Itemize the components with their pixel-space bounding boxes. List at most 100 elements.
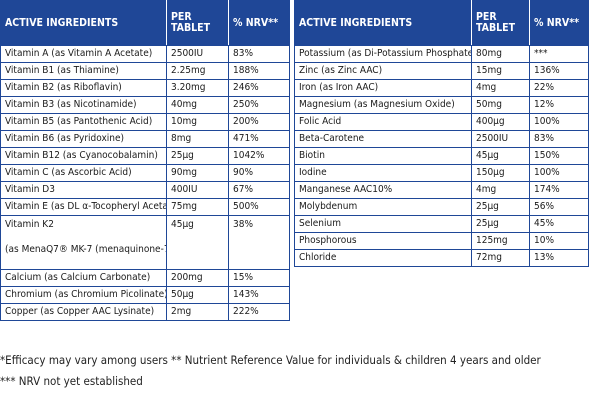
ingredient-name: Selenium — [294, 215, 472, 233]
ingredient-amount: 4mg — [471, 181, 530, 199]
table-row: Molybdenum 25µg 56% — [294, 198, 589, 216]
table-row: Beta-Carotene 2500IU 83% — [294, 130, 589, 148]
ingredient-nrv: 56% — [529, 198, 589, 216]
table-row: Copper (as Copper AAC Lysinate) 2mg 222% — [0, 303, 290, 321]
ingredient-nrv: 150% — [529, 147, 589, 165]
ingredient-name: Phosphorous — [294, 232, 472, 250]
ingredient-nrv: 188% — [228, 62, 290, 80]
table-row: Vitamin D3 400IU 67% — [0, 181, 290, 199]
ingredient-nrv: 222% — [228, 303, 290, 321]
ingredient-nrv: 13% — [529, 249, 589, 267]
ingredient-name: Vitamin D3 — [0, 181, 167, 199]
ingredient-name: Vitamin C (as Ascorbic Acid) — [0, 164, 167, 182]
ingredient-nrv: 174% — [529, 181, 589, 199]
ingredient-nrv: 500% — [228, 198, 290, 216]
table-row: Calcium (as Calcium Carbonate) 200mg 15% — [0, 269, 290, 287]
ingredient-name: Iodine — [294, 164, 472, 182]
ingredient-nrv: 67% — [228, 181, 290, 199]
ingredient-nrv: 136% — [529, 62, 589, 80]
ingredient-amount: 2500IU — [166, 45, 229, 63]
ingredient-amount: 2.25mg — [166, 62, 229, 80]
ingredient-amount: 125mg — [471, 232, 530, 250]
ingredient-name-line1: Vitamin K2 — [5, 219, 54, 230]
table-row: Vitamin B5 (as Pantothenic Acid) 10mg 200% — [0, 113, 290, 131]
right-ingredients-table: ACTIVE INGREDIENTS PER TABLET % NRV** Po… — [294, 0, 589, 267]
ingredient-nrv: 143% — [228, 286, 290, 304]
ingredient-name: Vitamin B1 (as Thiamine) — [0, 62, 167, 80]
ingredient-name: Vitamin A (as Vitamin A Acetate) — [0, 45, 167, 63]
ingredient-nrv: *** — [529, 45, 589, 63]
ingredient-amount: 10mg — [166, 113, 229, 131]
header-nrv: % NRV** — [228, 0, 290, 46]
ingredient-name: Vitamin E (as DL α-Tocopheryl Acetate) — [0, 198, 167, 216]
footnote-efficacy-nrv: *Efficacy may vary among users ** Nutrie… — [0, 353, 541, 367]
table-row: Potassium (as Di-Potassium Phosphate) 80m… — [294, 45, 589, 63]
ingredient-nrv: 471% — [228, 130, 290, 148]
ingredient-amount: 72mg — [471, 249, 530, 267]
ingredient-amount: 45µg — [166, 215, 229, 270]
ingredient-name: Iron (as Iron AAC) — [294, 79, 472, 97]
ingredient-name: Manganese AAC10% — [294, 181, 472, 199]
ingredient-amount: 80mg — [471, 45, 530, 63]
ingredient-amount: 25µg — [166, 147, 229, 165]
table-row: Zinc (as Zinc AAC) 15mg 136% — [294, 62, 589, 80]
table-row: Phosphorous 125mg 10% — [294, 232, 589, 250]
ingredient-nrv: 100% — [529, 113, 589, 131]
ingredient-amount: 200mg — [166, 269, 229, 287]
ingredient-amount: 90mg — [166, 164, 229, 182]
table-row: Selenium 25µg 45% — [294, 215, 589, 233]
ingredient-amount: 4mg — [471, 79, 530, 97]
ingredient-nrv: 246% — [228, 79, 290, 97]
table-row-vitamin-k2: Vitamin K2 (as MenaQ7® MK-7 (menaquinone… — [0, 215, 290, 270]
ingredient-name: Chloride — [294, 249, 472, 267]
table-row: Vitamin B1 (as Thiamine) 2.25mg 188% — [0, 62, 290, 80]
ingredient-name: Zinc (as Zinc AAC) — [294, 62, 472, 80]
ingredient-amount: 50µg — [166, 286, 229, 304]
ingredient-nrv: 250% — [228, 96, 290, 114]
ingredient-amount: 45µg — [471, 147, 530, 165]
table-row: Vitamin B12 (as Cyanocobalamin) 25µg 1042% — [0, 147, 290, 165]
ingredient-name: Biotin — [294, 147, 472, 165]
table-row: Folic Acid 400µg 100% — [294, 113, 589, 131]
table-row: Iodine 150µg 100% — [294, 164, 589, 182]
ingredient-name: Potassium (as Di-Potassium Phosphate) — [294, 45, 472, 63]
ingredient-name: Vitamin B6 (as Pyridoxine) — [0, 130, 167, 148]
ingredient-name: Vitamin B2 (as Riboflavin) — [0, 79, 167, 97]
ingredient-name: Vitamin K2 (as MenaQ7® MK-7 (menaquinone… — [0, 215, 167, 270]
ingredient-nrv: 10% — [529, 232, 589, 250]
ingredient-name: Magnesium (as Magnesium Oxide) — [294, 96, 472, 114]
ingredient-amount: 75mg — [166, 198, 229, 216]
ingredient-amount: 3.20mg — [166, 79, 229, 97]
table-row: Vitamin C (as Ascorbic Acid) 90mg 90% — [0, 164, 290, 182]
ingredient-nrv: 90% — [228, 164, 290, 182]
ingredient-amount: 2mg — [166, 303, 229, 321]
table-row: Chromium (as Chromium Picolinate) 50µg 143… — [0, 286, 290, 304]
ingredient-amount: 50mg — [471, 96, 530, 114]
ingredient-nrv: 12% — [529, 96, 589, 114]
ingredient-name-line2: (as MenaQ7® MK-7 (menaquinone-7)) — [5, 244, 167, 255]
left-header-row: ACTIVE INGREDIENTS PER TABLET % NRV** — [0, 0, 290, 46]
ingredient-nrv: 200% — [228, 113, 290, 131]
ingredient-name: Folic Acid — [294, 113, 472, 131]
ingredient-amount: 25µg — [471, 215, 530, 233]
table-row: Vitamin A (as Vitamin A Acetate) 2500IU 83… — [0, 45, 290, 63]
ingredient-nrv: 38% — [228, 215, 290, 270]
table-row: Vitamin B6 (as Pyridoxine) 8mg 471% — [0, 130, 290, 148]
table-row: Magnesium (as Magnesium Oxide) 50mg 12% — [294, 96, 589, 114]
ingredient-nrv: 83% — [529, 130, 589, 148]
ingredient-amount: 2500IU — [471, 130, 530, 148]
table-row: Vitamin B2 (as Riboflavin) 3.20mg 246% — [0, 79, 290, 97]
footnote-nrv-not-established: *** NRV not yet established — [0, 374, 143, 388]
table-row: Manganese AAC10% 4mg 174% — [294, 181, 589, 199]
ingredient-name: Copper (as Copper AAC Lysinate) — [0, 303, 167, 321]
ingredient-name: Vitamin B12 (as Cyanocobalamin) — [0, 147, 167, 165]
ingredient-amount: 15mg — [471, 62, 530, 80]
left-ingredients-table: ACTIVE INGREDIENTS PER TABLET % NRV** Vi… — [0, 0, 290, 321]
ingredient-name: Molybdenum — [294, 198, 472, 216]
table-row: Biotin 45µg 150% — [294, 147, 589, 165]
ingredient-name: Vitamin B3 (as Nicotinamide) — [0, 96, 167, 114]
header-active-ingredients: ACTIVE INGREDIENTS — [294, 0, 472, 46]
ingredient-name: Calcium (as Calcium Carbonate) — [0, 269, 167, 287]
right-header-row: ACTIVE INGREDIENTS PER TABLET % NRV** — [294, 0, 589, 46]
header-nrv: % NRV** — [529, 0, 589, 46]
